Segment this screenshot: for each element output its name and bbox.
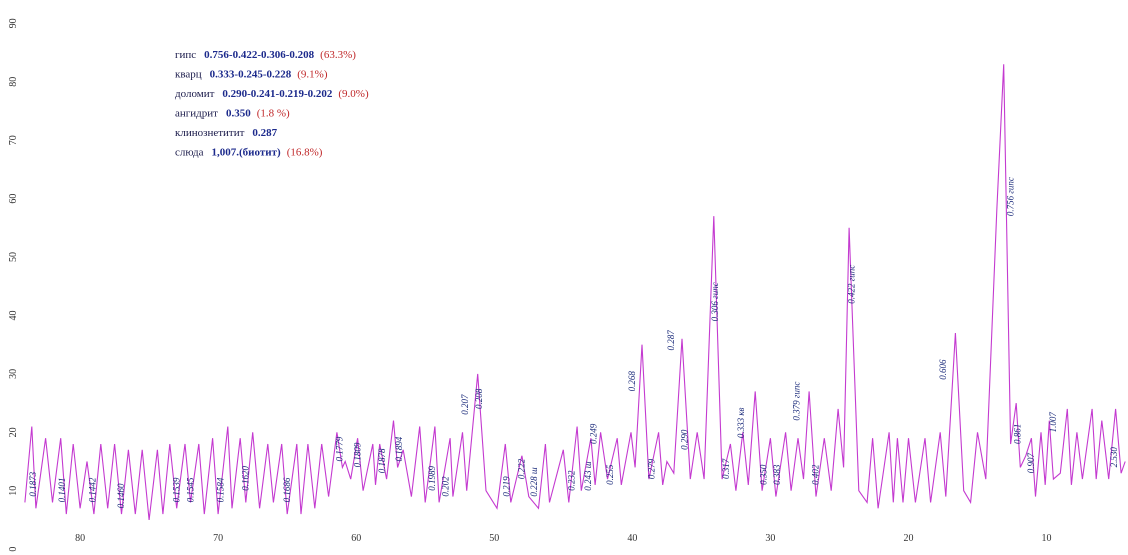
peak-label: 0.208 (474, 388, 484, 409)
y-tick-label: 40 (8, 310, 19, 320)
mineral-name: клинознетитит (175, 127, 245, 139)
d-spacings: 0.756-0.422-0.306-0.208 (204, 49, 314, 61)
peak-label: 0.219 (501, 476, 511, 497)
peak-label: 0.379 гипс (791, 382, 801, 421)
diffraction-line (24, 64, 1126, 520)
peak-label: 0.422 гипс (847, 265, 857, 304)
d-spacings: 0.287 (252, 127, 277, 139)
x-tick-label: 70 (213, 533, 223, 544)
d-spacings: 1,007.(биотит) (212, 147, 282, 159)
legend-line: гипс 0.756-0.422-0.306-0.208 (63.3%) (175, 49, 356, 61)
peak-label: 0.1878 (377, 448, 387, 473)
x-tick-label: 60 (351, 533, 361, 544)
legend-line: кварц 0.333-0.245-0.228 (9.1%) (175, 69, 328, 81)
mineral-name: кварц (175, 69, 202, 81)
peak-label: 0.1894 (394, 436, 404, 461)
peak-label: 0.1779 (334, 436, 344, 461)
peak-label: 0.861 (1012, 424, 1022, 444)
peak-label: 0.1442 (87, 477, 97, 502)
peak-label: 0.1873 (28, 471, 38, 496)
peak-label: 0.1809 (352, 442, 362, 467)
peak-label: 0.207 (460, 394, 470, 415)
peak-label: 0.1545 (185, 477, 195, 502)
mineral-name: ангидрит (175, 108, 218, 120)
peak-label: 0.1620 (241, 465, 251, 490)
d-spacings: 0.290-0.241-0.219-0.202 (222, 88, 332, 100)
percent: (9.0%) (338, 88, 369, 100)
peak-label: 0.268 (627, 371, 637, 392)
peak-label: 1.007 (1048, 412, 1058, 433)
d-spacings: 0.350 (226, 108, 251, 120)
peak-label: 0.202 (441, 476, 451, 497)
x-tick-label: 50 (489, 533, 499, 544)
peak-label: 0.290 (680, 429, 690, 450)
mineral-name: слюда (175, 147, 204, 159)
peak-label: 0.907 (1026, 452, 1036, 473)
peak-label: 0.333 кв (736, 407, 746, 438)
d-spacings: 0.333-0.245-0.228 (210, 69, 292, 81)
peak-label: 0.1584 (216, 477, 226, 502)
peak-label: 0.243 ш (583, 461, 593, 491)
peak-label: 0.350 (758, 464, 768, 485)
peak-label: 2.530 (1109, 447, 1119, 468)
peak-label: 0.1460 (116, 483, 126, 508)
percent: (9.1%) (297, 69, 328, 81)
peak-label: 0.1989 (427, 465, 437, 490)
percent: (63.3%) (320, 49, 356, 61)
y-tick-label: 0 (8, 547, 19, 552)
x-tick-label: 10 (1042, 533, 1052, 544)
peak-label: 0.287 (666, 330, 676, 351)
x-tick-label: 40 (627, 533, 637, 544)
peak-label: 0.222 (517, 458, 527, 479)
peak-label: 0.1686 (282, 477, 292, 502)
x-tick-label: 80 (75, 533, 85, 544)
y-tick-label: 80 (8, 77, 19, 87)
peak-label: 0.306 гипс (710, 282, 720, 321)
legend-line: доломит 0.290-0.241-0.219-0.202 (9.0%) (175, 88, 369, 100)
peak-label: 0.1401 (57, 478, 67, 503)
peak-label: 0.756 гипс (1005, 177, 1015, 216)
mineral-name: гипс (175, 49, 196, 61)
peak-label: 0.606 (938, 359, 948, 380)
legend-line: клинознетитит 0.287 (175, 127, 278, 139)
x-tick-label: 20 (903, 533, 913, 544)
peak-label: 0.249 (588, 423, 598, 444)
x-tick-label: 30 (765, 533, 775, 544)
y-tick-label: 90 (8, 18, 19, 28)
y-tick-label: 60 (8, 194, 19, 204)
y-tick-label: 70 (8, 135, 19, 145)
y-tick-label: 50 (8, 252, 19, 262)
percent: (16.8%) (287, 147, 323, 159)
mineral-name: доломит (175, 88, 215, 100)
peak-label: 0.317 (721, 458, 731, 479)
y-tick-label: 20 (8, 427, 19, 437)
y-tick-label: 10 (8, 486, 19, 496)
peak-label: 0.1539 (171, 477, 181, 502)
y-tick-label: 30 (8, 369, 19, 379)
legend-line: слюда 1,007.(биотит) (16.8%) (175, 147, 323, 159)
peak-label: 0.255 (605, 464, 615, 485)
peak-label: 0.402 (811, 464, 821, 485)
peak-label: 0.232 (566, 470, 576, 491)
percent: (1.8 %) (257, 108, 290, 120)
peak-label: 0.228 ш (529, 467, 539, 497)
peak-label: 0.383 (772, 464, 782, 485)
peak-label: 0.279 (646, 458, 656, 479)
legend-line: ангидрит 0.350 (1.8 %) (175, 108, 290, 120)
